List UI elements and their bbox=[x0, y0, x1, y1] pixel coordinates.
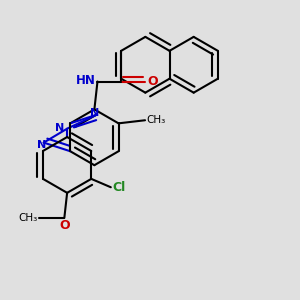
Text: N: N bbox=[55, 123, 64, 134]
Text: N: N bbox=[90, 108, 99, 118]
Text: O: O bbox=[147, 75, 158, 88]
Text: N: N bbox=[37, 140, 46, 150]
Text: CH₃: CH₃ bbox=[147, 115, 166, 125]
Text: HN: HN bbox=[76, 74, 96, 87]
Text: O: O bbox=[59, 220, 70, 232]
Text: CH₃: CH₃ bbox=[18, 213, 38, 223]
Text: Cl: Cl bbox=[112, 181, 126, 194]
